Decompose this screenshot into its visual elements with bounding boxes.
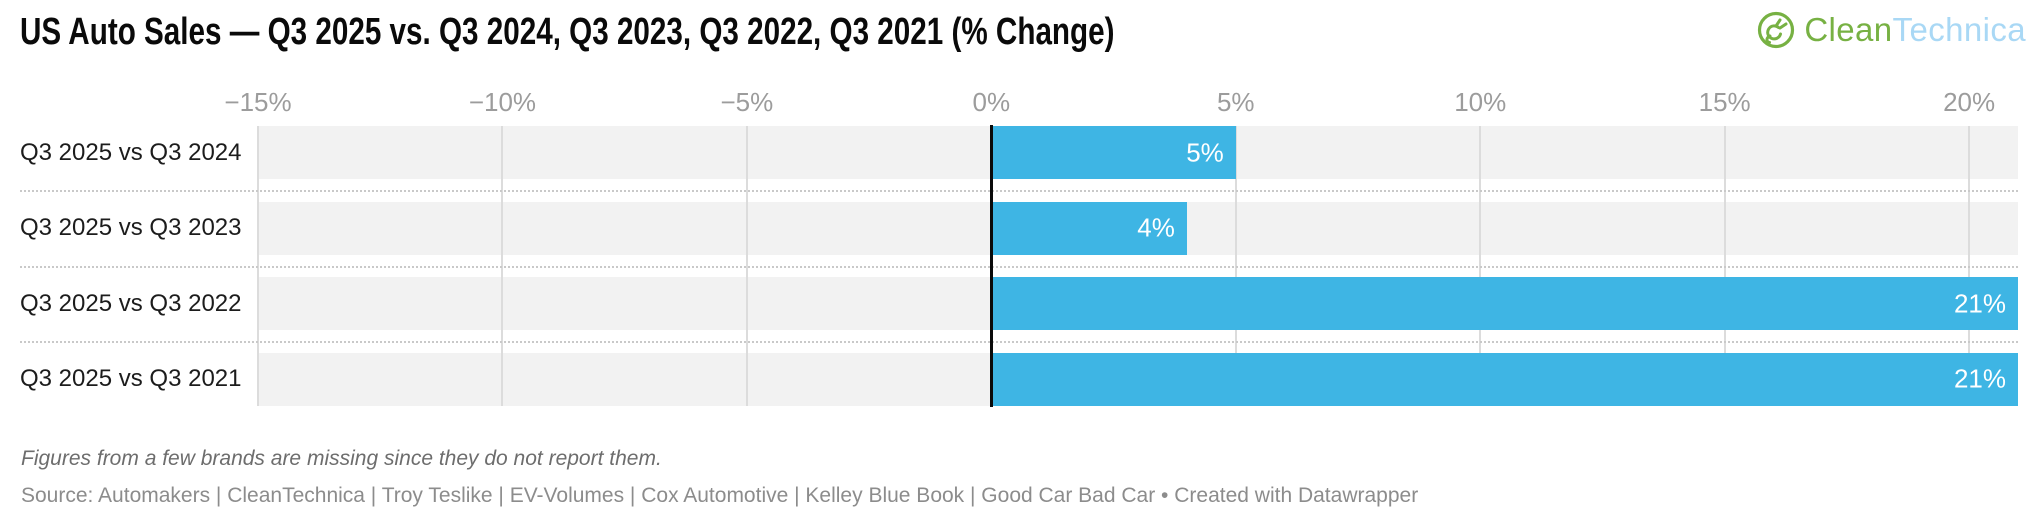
cleantechnica-wordmark: CleanTechnica [1804,11,2026,49]
row-category-label: Q3 2025 vs Q3 2021 [20,365,242,393]
row-separator [20,190,2018,193]
value-bar: 21% [991,352,2018,406]
value-bar: 5% [991,126,1236,179]
chart-source-line: Source: Automakers | CleanTechnica | Tro… [21,484,1419,507]
x-axis-tick-label: −5% [720,87,774,117]
row-category-label: Q3 2025 vs Q3 2024 [20,138,242,166]
x-axis-tick-label: 20% [1943,87,1996,117]
cleantechnica-leaf-plug-icon [1755,9,1797,51]
logo-text-technica: Technica [1892,11,2026,48]
bar-value-label: 21% [1953,288,2006,319]
bar-value-label: 4% [1137,212,1175,243]
value-bar: 21% [991,277,2018,331]
logo-text-clean: Clean [1804,11,1893,48]
row-separator [20,341,2018,344]
x-axis-tick-label: 15% [1698,87,1751,117]
x-axis-tick-label: −10% [468,87,537,117]
zero-axis-line [989,125,993,407]
row-category-label: Q3 2025 vs Q3 2022 [20,289,242,317]
chart-title: US Auto Sales — Q3 2025 vs. Q3 2024, Q3 … [20,11,1115,53]
x-axis-tick-label: 5% [1216,87,1255,117]
row-separator [20,265,2018,268]
x-axis-tick-label: −15% [224,87,292,117]
row-category-label: Q3 2025 vs Q3 2023 [20,214,242,242]
value-bar: 4% [991,201,1187,255]
x-axis-tick-label: 10% [1454,87,1507,117]
chart-note: Figures from a few brands are missing si… [21,447,662,470]
x-axis-tick-label: 0% [972,87,1011,117]
cleantechnica-logo: CleanTechnica [1755,9,2026,51]
bar-value-label: 5% [1186,137,1224,167]
bar-value-label: 21% [1953,363,2006,394]
